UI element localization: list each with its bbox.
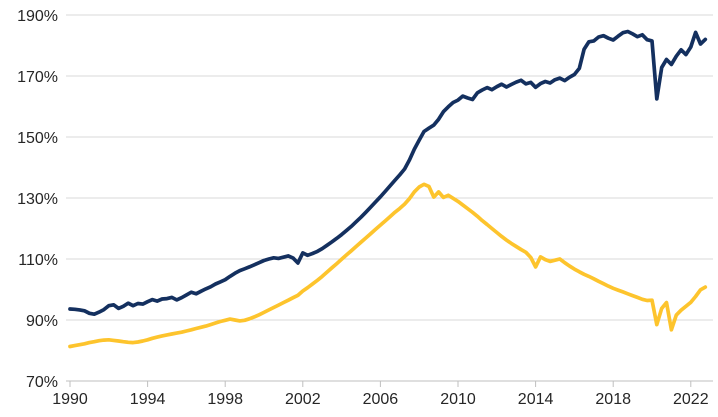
x-tick-label: 2010 (440, 391, 476, 408)
x-tick-label: 1998 (207, 391, 243, 408)
x-tick-label: 2018 (595, 391, 631, 408)
x-tick-label: 1990 (52, 391, 88, 408)
y-tick-label: 70% (26, 374, 58, 391)
x-axis-labels: 1990 1994 1998 2002 2006 2010 2014 2018 2022 (52, 391, 708, 408)
x-tick-label: 2006 (363, 391, 399, 408)
gridlines (66, 14, 713, 382)
series-lines (68, 29, 708, 349)
x-tick-label: 2014 (518, 391, 554, 408)
y-tick-label: 150% (17, 130, 58, 147)
x-tick-label: 2002 (285, 391, 321, 408)
x-axis (69, 381, 692, 387)
x-tick-label: 1994 (130, 391, 166, 408)
y-axis-labels: 190% 170% 150% 130% 110% 90% 70% (17, 8, 58, 391)
y-tick-label: 170% (17, 69, 58, 86)
gold-series-line (68, 182, 708, 349)
y-tick-label: 130% (17, 191, 58, 208)
navy-series-line (68, 29, 708, 317)
y-tick-label: 110% (18, 252, 58, 269)
y-tick-label: 190% (17, 8, 58, 25)
y-tick-label: 90% (26, 313, 58, 330)
x-tick-label: 2022 (673, 391, 709, 408)
